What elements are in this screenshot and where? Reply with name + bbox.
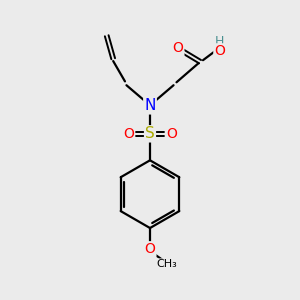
Text: O: O (145, 242, 155, 256)
Text: H: H (215, 34, 224, 48)
Text: O: O (214, 44, 225, 58)
Text: S: S (145, 126, 155, 141)
Text: O: O (123, 127, 134, 141)
Text: O: O (166, 127, 177, 141)
Text: CH₃: CH₃ (157, 259, 178, 269)
Text: N: N (144, 98, 156, 113)
Text: O: O (172, 41, 183, 56)
